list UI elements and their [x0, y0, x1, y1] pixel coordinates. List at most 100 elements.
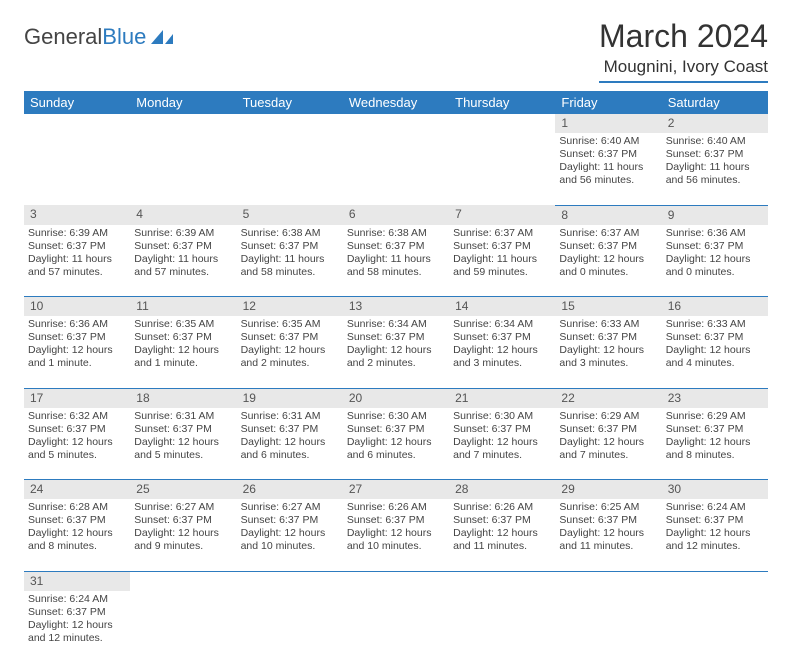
daylight-text: Daylight: 11 hours: [134, 253, 232, 266]
day-cell: Sunrise: 6:39 AMSunset: 6:37 PMDaylight:…: [130, 225, 236, 297]
daylight-text: Daylight: 11 hours: [347, 253, 445, 266]
day-number-cell: [237, 571, 343, 591]
sunset-text: Sunset: 6:37 PM: [559, 240, 657, 253]
sunrise-text: Sunrise: 6:40 AM: [666, 135, 764, 148]
daylight-text: and 7 minutes.: [453, 449, 551, 462]
header: GeneralBlue March 2024 Mougnini, Ivory C…: [24, 18, 768, 83]
day-number-cell: 21: [449, 388, 555, 408]
day-number-cell: [130, 114, 236, 133]
daylight-text: and 0 minutes.: [559, 266, 657, 279]
day-number-cell: 2: [662, 114, 768, 133]
daylight-text: and 8 minutes.: [28, 540, 126, 553]
day-cell: [449, 591, 555, 663]
sunset-text: Sunset: 6:37 PM: [559, 423, 657, 436]
daylight-text: and 56 minutes.: [559, 174, 657, 187]
day-cell: Sunrise: 6:30 AMSunset: 6:37 PMDaylight:…: [449, 408, 555, 480]
day-cell: Sunrise: 6:40 AMSunset: 6:37 PMDaylight:…: [662, 133, 768, 205]
sunrise-text: Sunrise: 6:25 AM: [559, 501, 657, 514]
sunrise-text: Sunrise: 6:39 AM: [134, 227, 232, 240]
day-cell: [449, 133, 555, 205]
sunset-text: Sunset: 6:37 PM: [241, 331, 339, 344]
day-number-cell: 7: [449, 205, 555, 225]
sunset-text: Sunset: 6:37 PM: [134, 331, 232, 344]
weekday-header: Wednesday: [343, 91, 449, 114]
sunset-text: Sunset: 6:37 PM: [347, 331, 445, 344]
weekday-header-row: SundayMondayTuesdayWednesdayThursdayFrid…: [24, 91, 768, 114]
sunset-text: Sunset: 6:37 PM: [241, 514, 339, 527]
sunrise-text: Sunrise: 6:33 AM: [559, 318, 657, 331]
sunrise-text: Sunrise: 6:38 AM: [347, 227, 445, 240]
weekday-header: Saturday: [662, 91, 768, 114]
sunset-text: Sunset: 6:37 PM: [666, 331, 764, 344]
sunrise-text: Sunrise: 6:24 AM: [28, 593, 126, 606]
day-number-cell: [449, 571, 555, 591]
week-row: Sunrise: 6:32 AMSunset: 6:37 PMDaylight:…: [24, 408, 768, 480]
day-number-cell: 23: [662, 388, 768, 408]
day-cell: Sunrise: 6:35 AMSunset: 6:37 PMDaylight:…: [237, 316, 343, 388]
sunrise-text: Sunrise: 6:34 AM: [453, 318, 551, 331]
day-cell: Sunrise: 6:30 AMSunset: 6:37 PMDaylight:…: [343, 408, 449, 480]
daylight-text: Daylight: 12 hours: [666, 436, 764, 449]
sunrise-text: Sunrise: 6:37 AM: [453, 227, 551, 240]
day-number-cell: 15: [555, 297, 661, 317]
day-number-cell: 24: [24, 480, 130, 500]
sunset-text: Sunset: 6:37 PM: [559, 148, 657, 161]
day-cell: Sunrise: 6:38 AMSunset: 6:37 PMDaylight:…: [343, 225, 449, 297]
day-number-cell: 17: [24, 388, 130, 408]
sunset-text: Sunset: 6:37 PM: [666, 148, 764, 161]
day-cell: Sunrise: 6:37 AMSunset: 6:37 PMDaylight:…: [555, 225, 661, 297]
daylight-text: Daylight: 12 hours: [134, 527, 232, 540]
daylight-text: and 3 minutes.: [559, 357, 657, 370]
day-number-cell: 31: [24, 571, 130, 591]
day-number-cell: 9: [662, 205, 768, 225]
sunrise-text: Sunrise: 6:27 AM: [134, 501, 232, 514]
sunrise-text: Sunrise: 6:29 AM: [666, 410, 764, 423]
daylight-text: Daylight: 12 hours: [559, 344, 657, 357]
day-cell: [343, 133, 449, 205]
daylight-text: Daylight: 12 hours: [453, 344, 551, 357]
day-cell: Sunrise: 6:35 AMSunset: 6:37 PMDaylight:…: [130, 316, 236, 388]
daylight-text: Daylight: 12 hours: [28, 619, 126, 632]
week-row: Sunrise: 6:40 AMSunset: 6:37 PMDaylight:…: [24, 133, 768, 205]
sunset-text: Sunset: 6:37 PM: [28, 331, 126, 344]
sunset-text: Sunset: 6:37 PM: [134, 240, 232, 253]
sunset-text: Sunset: 6:37 PM: [134, 514, 232, 527]
day-number-row: 10111213141516: [24, 297, 768, 317]
daylight-text: and 2 minutes.: [347, 357, 445, 370]
day-number-cell: 27: [343, 480, 449, 500]
daylight-text: and 1 minute.: [134, 357, 232, 370]
day-cell: [130, 591, 236, 663]
daylight-text: and 12 minutes.: [666, 540, 764, 553]
daylight-text: and 2 minutes.: [241, 357, 339, 370]
daylight-text: Daylight: 11 hours: [666, 161, 764, 174]
sunset-text: Sunset: 6:37 PM: [453, 240, 551, 253]
sunset-text: Sunset: 6:37 PM: [666, 423, 764, 436]
daylight-text: and 1 minute.: [28, 357, 126, 370]
day-number-cell: [24, 114, 130, 133]
sunset-text: Sunset: 6:37 PM: [453, 331, 551, 344]
weekday-header: Friday: [555, 91, 661, 114]
day-cell: Sunrise: 6:33 AMSunset: 6:37 PMDaylight:…: [662, 316, 768, 388]
sunset-text: Sunset: 6:37 PM: [241, 423, 339, 436]
day-cell: [662, 591, 768, 663]
daylight-text: Daylight: 12 hours: [559, 436, 657, 449]
weekday-header: Monday: [130, 91, 236, 114]
day-cell: Sunrise: 6:24 AMSunset: 6:37 PMDaylight:…: [24, 591, 130, 663]
day-cell: Sunrise: 6:34 AMSunset: 6:37 PMDaylight:…: [343, 316, 449, 388]
day-number-row: 24252627282930: [24, 480, 768, 500]
week-row: Sunrise: 6:39 AMSunset: 6:37 PMDaylight:…: [24, 225, 768, 297]
day-cell: Sunrise: 6:31 AMSunset: 6:37 PMDaylight:…: [130, 408, 236, 480]
month-title: March 2024: [599, 18, 768, 55]
day-cell: Sunrise: 6:27 AMSunset: 6:37 PMDaylight:…: [130, 499, 236, 571]
week-row: Sunrise: 6:24 AMSunset: 6:37 PMDaylight:…: [24, 591, 768, 663]
week-row: Sunrise: 6:36 AMSunset: 6:37 PMDaylight:…: [24, 316, 768, 388]
daylight-text: and 3 minutes.: [453, 357, 551, 370]
daylight-text: Daylight: 12 hours: [666, 253, 764, 266]
day-number-cell: 28: [449, 480, 555, 500]
daylight-text: Daylight: 12 hours: [453, 436, 551, 449]
daylight-text: and 0 minutes.: [666, 266, 764, 279]
sunset-text: Sunset: 6:37 PM: [347, 423, 445, 436]
daylight-text: and 6 minutes.: [347, 449, 445, 462]
day-cell: Sunrise: 6:34 AMSunset: 6:37 PMDaylight:…: [449, 316, 555, 388]
day-number-cell: [343, 571, 449, 591]
